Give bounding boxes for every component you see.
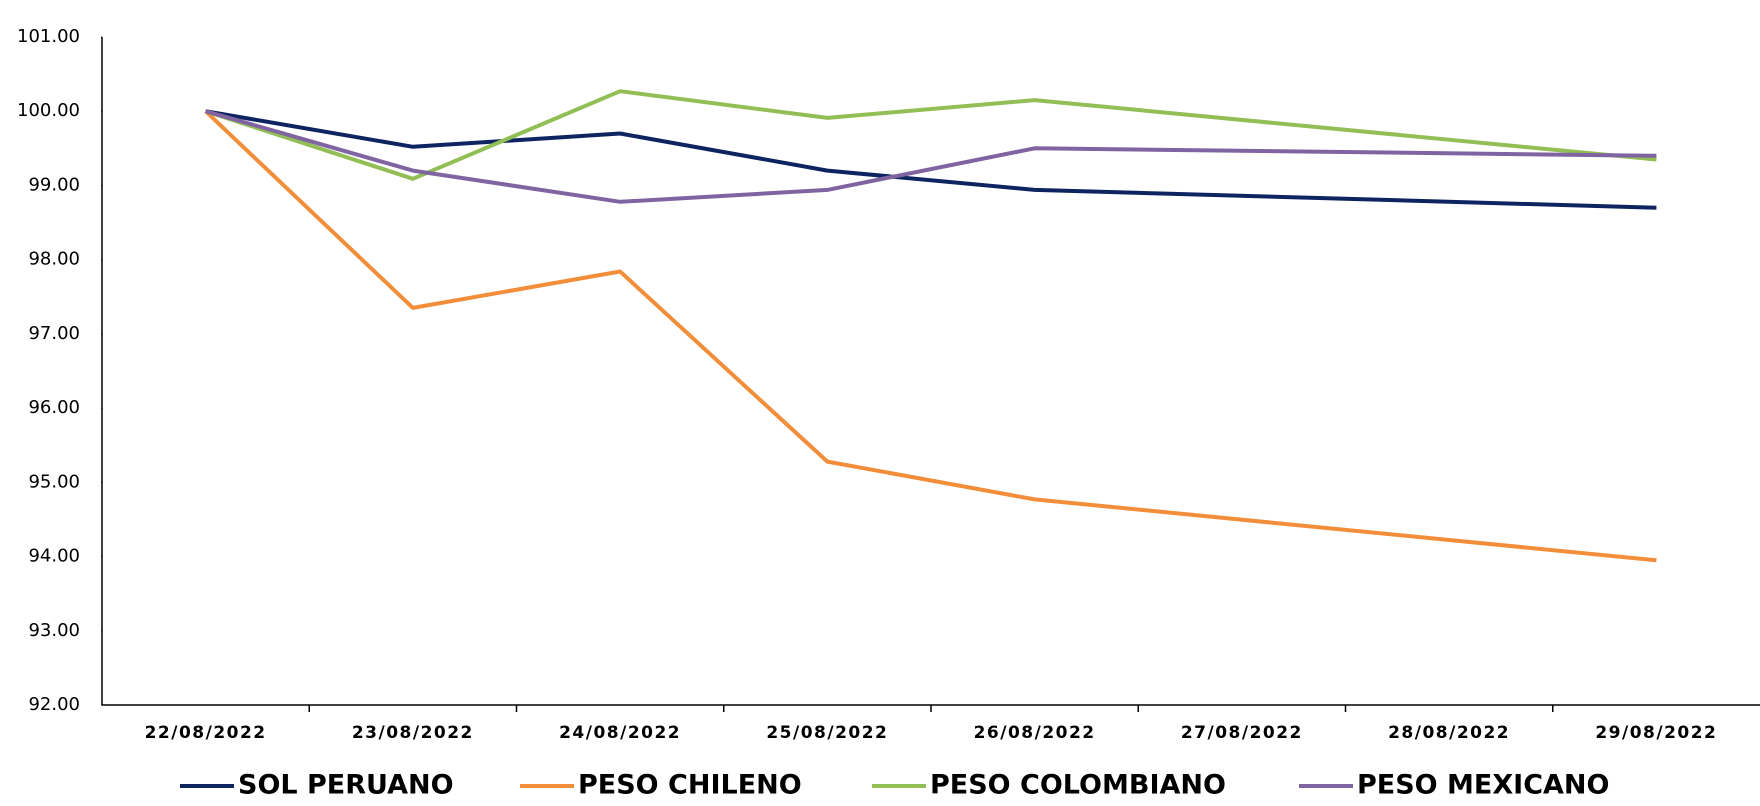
- y-tick-label: 99.00: [28, 174, 80, 195]
- y-tick-label: 101.00: [17, 26, 80, 47]
- x-tick-label: 26/08/2022: [974, 723, 1096, 743]
- y-tick-label: 93.00: [28, 620, 80, 641]
- x-tick-label: 25/08/2022: [766, 723, 888, 743]
- series-line: [204, 109, 1657, 563]
- y-tick-label: 94.00: [28, 546, 80, 567]
- legend-label: PESO MEXICANO: [1357, 770, 1609, 801]
- x-tick-label: 28/08/2022: [1388, 723, 1510, 743]
- y-tick-label: 95.00: [28, 471, 80, 492]
- legend-label: SOL PERUANO: [238, 770, 454, 801]
- y-tick-label: 100.00: [17, 100, 80, 121]
- x-tick-label: 24/08/2022: [559, 723, 681, 743]
- x-tick-label: 22/08/2022: [145, 723, 267, 743]
- series-line: [204, 89, 1657, 181]
- series-line: [205, 109, 1657, 210]
- x-tick-label: 23/08/2022: [352, 723, 474, 743]
- y-tick-label: 92.00: [28, 694, 80, 715]
- x-tick-label: 29/08/2022: [1595, 723, 1717, 743]
- y-tick-label: 96.00: [28, 397, 80, 418]
- series-line: [205, 109, 1657, 204]
- legend-label: PESO CHILENO: [578, 770, 802, 801]
- y-tick-label: 97.00: [28, 323, 80, 344]
- legend-label: PESO COLOMBIANO: [930, 770, 1226, 801]
- y-tick-label: 98.00: [28, 249, 80, 270]
- x-tick-label: 27/08/2022: [1181, 723, 1303, 743]
